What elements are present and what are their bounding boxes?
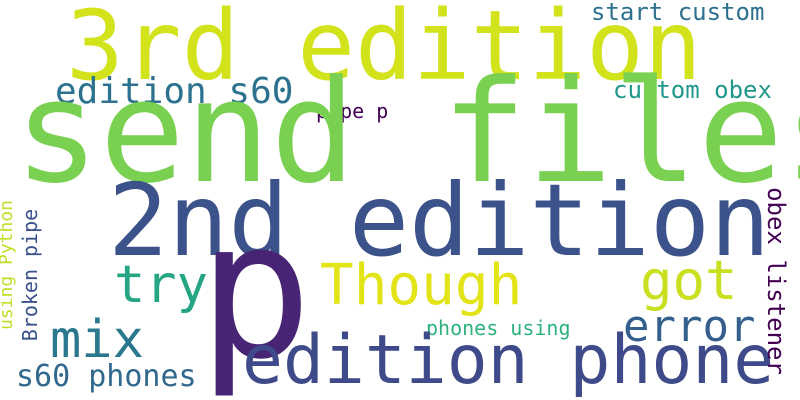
word-edition-s60: edition s60 [55, 71, 294, 112]
word-pipe-p: pipe p [316, 99, 389, 123]
word-broken-pipe: Broken pipe [18, 208, 43, 342]
word-though: Though [320, 253, 523, 318]
word-got: got [640, 249, 738, 312]
word-custom-obex: custom obex [613, 76, 772, 104]
word-obex-listener: obex listener [761, 187, 790, 375]
word-s60-phones: s60 phones [16, 359, 197, 394]
word-2nd-edition: 2nd edition [108, 162, 771, 279]
word-3rd-edition: 3rd edition [66, 0, 702, 102]
word-error: error [623, 301, 756, 352]
word-try: try [114, 255, 208, 315]
word-mix: mix [50, 310, 144, 370]
word-p: p [198, 180, 313, 400]
word-start-custom: start custom [591, 0, 765, 26]
word-using-python: using Python [0, 199, 18, 331]
word-edition-phone: edition phone [242, 321, 775, 400]
word-phones-using: phones using [426, 316, 571, 340]
word-send-files: send files [14, 50, 800, 215]
